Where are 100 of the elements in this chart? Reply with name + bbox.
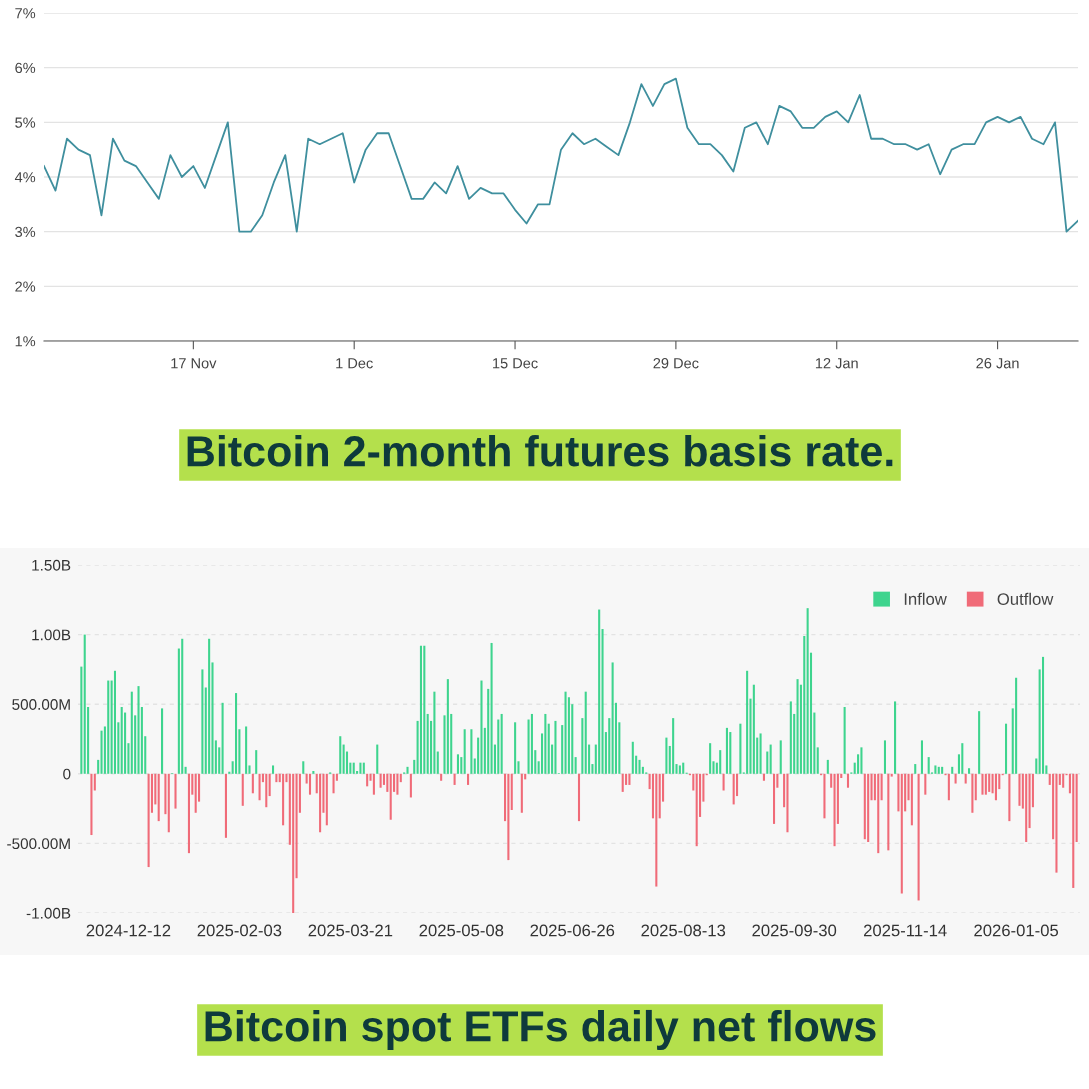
bar <box>1055 773 1058 873</box>
bar <box>271 765 275 774</box>
bar <box>830 773 833 788</box>
bar <box>860 747 863 774</box>
bar <box>894 701 897 774</box>
bar <box>577 773 581 822</box>
bar <box>796 679 799 774</box>
bar <box>487 688 490 774</box>
x-tick-label: 2026-01-05 <box>974 924 1059 937</box>
bar <box>372 773 375 795</box>
x-tick-label: 1 Dec <box>336 358 373 369</box>
bar <box>752 684 755 774</box>
bar <box>746 670 749 774</box>
bar <box>544 713 547 774</box>
bar <box>564 691 567 774</box>
bar <box>201 669 204 774</box>
bar <box>880 773 883 801</box>
bar <box>389 773 392 820</box>
bar <box>265 773 268 808</box>
bar <box>779 740 782 774</box>
x-tick-label: 2025-06-26 <box>530 924 615 937</box>
bar <box>914 764 917 774</box>
bar <box>658 773 661 819</box>
bar <box>692 773 695 791</box>
bar <box>1062 773 1065 788</box>
bar <box>161 708 164 774</box>
bar <box>1041 656 1045 774</box>
bar <box>961 743 964 774</box>
bar <box>947 773 950 801</box>
bar <box>732 773 735 805</box>
bar <box>968 768 971 774</box>
bar <box>695 773 698 847</box>
bar <box>396 773 399 795</box>
bar <box>456 754 459 774</box>
bar <box>241 773 244 806</box>
bar <box>308 773 312 795</box>
bar <box>181 638 184 774</box>
bar <box>460 757 463 774</box>
bar <box>446 679 449 774</box>
bar <box>924 773 927 795</box>
bar <box>386 773 389 792</box>
legend-label: Outflow <box>997 592 1054 605</box>
bar <box>759 733 762 774</box>
bar <box>419 645 423 774</box>
bar <box>937 766 940 774</box>
bar <box>497 719 500 774</box>
bar <box>467 773 470 785</box>
bar <box>480 680 483 774</box>
bar <box>251 773 254 794</box>
bar <box>379 773 382 788</box>
bar <box>366 773 369 787</box>
y-tick-label: 3% <box>15 226 36 238</box>
bar <box>500 713 503 774</box>
bar <box>803 635 806 774</box>
bar <box>772 773 776 824</box>
x-tick-label: 2024-12-12 <box>86 924 171 937</box>
bar <box>490 642 493 774</box>
bar <box>319 773 322 833</box>
bar <box>1015 677 1018 774</box>
bar <box>137 686 140 774</box>
bar <box>83 634 86 774</box>
bar <box>282 773 285 826</box>
bar <box>312 771 315 774</box>
bar <box>823 773 826 819</box>
legend-label: Inflow <box>904 592 947 605</box>
bar <box>974 773 977 801</box>
bar <box>816 747 819 774</box>
bar <box>655 773 658 887</box>
bar <box>453 773 456 785</box>
bar <box>631 741 634 774</box>
bar <box>608 718 611 774</box>
bar <box>978 711 981 774</box>
bar <box>1004 723 1008 774</box>
bar <box>187 773 190 854</box>
bar <box>897 773 900 812</box>
x-tick-label: 2025-03-21 <box>308 924 393 937</box>
bar <box>436 751 439 774</box>
bar <box>208 638 211 774</box>
x-tick-label: 12 Jan <box>815 358 858 369</box>
bar <box>352 762 355 774</box>
bar <box>994 773 997 801</box>
bar <box>719 750 722 774</box>
bar <box>194 773 197 813</box>
bar <box>806 608 809 774</box>
bar <box>359 762 362 774</box>
bar <box>342 744 345 774</box>
bar <box>362 762 365 774</box>
bar <box>934 765 937 774</box>
bar <box>107 680 110 774</box>
bar <box>554 720 557 774</box>
bar <box>769 744 772 774</box>
bar <box>988 773 991 792</box>
bar <box>332 773 335 794</box>
bar <box>725 727 728 774</box>
bar <box>843 706 846 774</box>
bar <box>678 765 681 774</box>
bar <box>890 773 893 777</box>
bar <box>510 773 513 810</box>
bar <box>234 693 238 774</box>
bar <box>900 773 903 894</box>
